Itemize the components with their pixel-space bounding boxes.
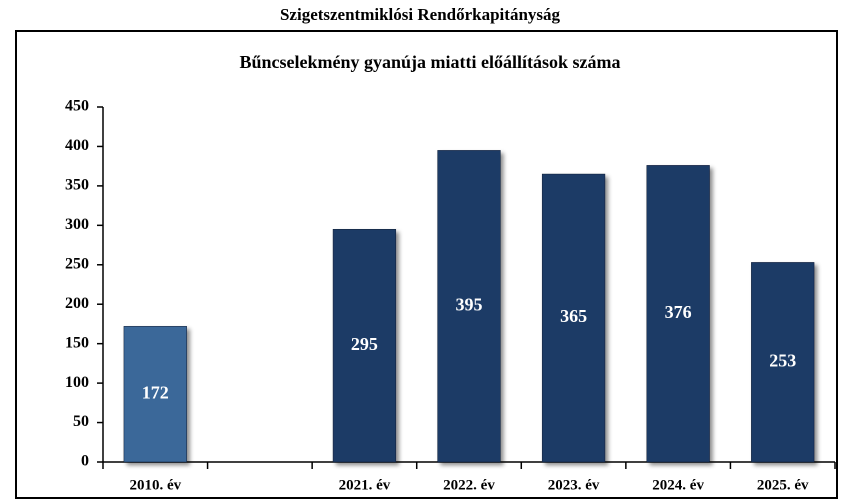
bar — [437, 150, 501, 463]
y-tick-label: 300 — [65, 216, 89, 233]
data-label: 376 — [665, 302, 692, 322]
data-label: 395 — [456, 294, 483, 314]
y-tick-label: 350 — [65, 177, 89, 194]
y-tick-label: 100 — [65, 374, 89, 391]
y-tick-label: 450 — [65, 98, 89, 115]
x-tick-label: 2025. év — [757, 477, 809, 493]
x-tick-label: 2024. év — [652, 477, 704, 493]
y-tick-label: 150 — [65, 334, 89, 351]
bar — [123, 326, 187, 463]
x-tick-label: 2010. év — [129, 477, 181, 493]
x-tick-label: 2021. év — [339, 477, 391, 493]
x-tick-label: 2022. év — [443, 477, 495, 493]
y-tick-label: 400 — [65, 137, 89, 154]
data-label: 295 — [351, 334, 378, 354]
page-title: Szigetszentmiklósi Rendőrkapitányság — [280, 5, 561, 24]
y-tick-label: 50 — [73, 413, 89, 430]
y-tick-label: 250 — [65, 255, 89, 272]
x-tick-label: 2023. év — [548, 477, 600, 493]
data-label: 172 — [142, 382, 169, 402]
y-tick-label: 0 — [81, 453, 89, 470]
bar — [751, 262, 815, 463]
y-tick-label: 200 — [65, 295, 89, 312]
data-label: 365 — [560, 306, 587, 326]
data-label: 253 — [769, 350, 796, 370]
chart-title: Bűncselekmény gyanúja miatti előállításo… — [240, 52, 621, 72]
bar — [646, 165, 710, 463]
bar — [541, 173, 606, 463]
bar — [332, 229, 397, 463]
